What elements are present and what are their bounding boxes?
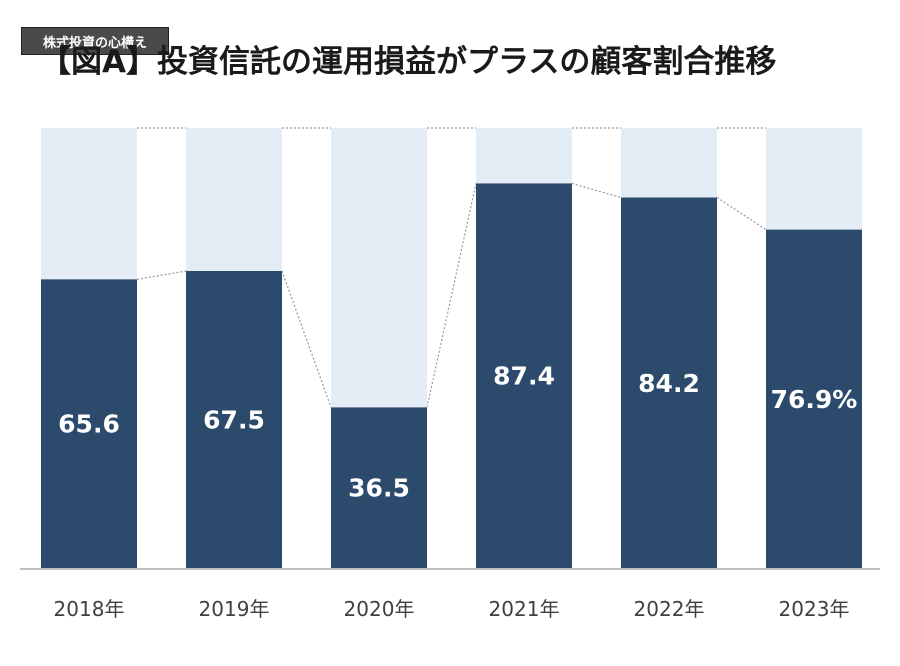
bar-value bbox=[331, 407, 427, 568]
bar-remainder bbox=[41, 128, 137, 280]
bar-value-label: 67.5 bbox=[203, 406, 265, 435]
category-label: 2018年 bbox=[54, 597, 125, 621]
bar-value bbox=[766, 229, 862, 568]
bar-remainder bbox=[331, 128, 427, 408]
bar-value bbox=[186, 271, 282, 568]
category-label: 2019年 bbox=[199, 597, 270, 621]
connector-line bbox=[136, 270, 187, 280]
bar-value-label: 65.6 bbox=[58, 410, 120, 439]
bar-value-label: 87.4 bbox=[493, 362, 555, 391]
bar-remainder bbox=[766, 128, 862, 230]
category-label: 2022年 bbox=[634, 597, 705, 621]
category-label: 2021年 bbox=[489, 597, 560, 621]
bar-value-label: 76.9% bbox=[771, 385, 858, 414]
chart-title: 【図A】投資信託の運用損益がプラスの顧客割合推移 bbox=[40, 44, 777, 80]
bar-value bbox=[621, 197, 717, 568]
bar-remainder bbox=[476, 128, 572, 184]
bar-remainder bbox=[621, 128, 717, 198]
category-label: 2020年 bbox=[344, 597, 415, 621]
connector-line bbox=[571, 182, 622, 199]
bar-value-label: 84.2 bbox=[638, 369, 700, 398]
bar-value bbox=[476, 183, 572, 568]
watermark-badge: 株式投資の心構え bbox=[21, 27, 169, 55]
connector-line bbox=[426, 183, 477, 408]
category-label: 2023年 bbox=[779, 597, 850, 621]
bar-remainder bbox=[186, 128, 282, 271]
bar-value-label: 36.5 bbox=[348, 474, 410, 503]
bar-value bbox=[41, 279, 137, 568]
connector-line bbox=[281, 270, 332, 408]
connector-line bbox=[716, 197, 767, 231]
